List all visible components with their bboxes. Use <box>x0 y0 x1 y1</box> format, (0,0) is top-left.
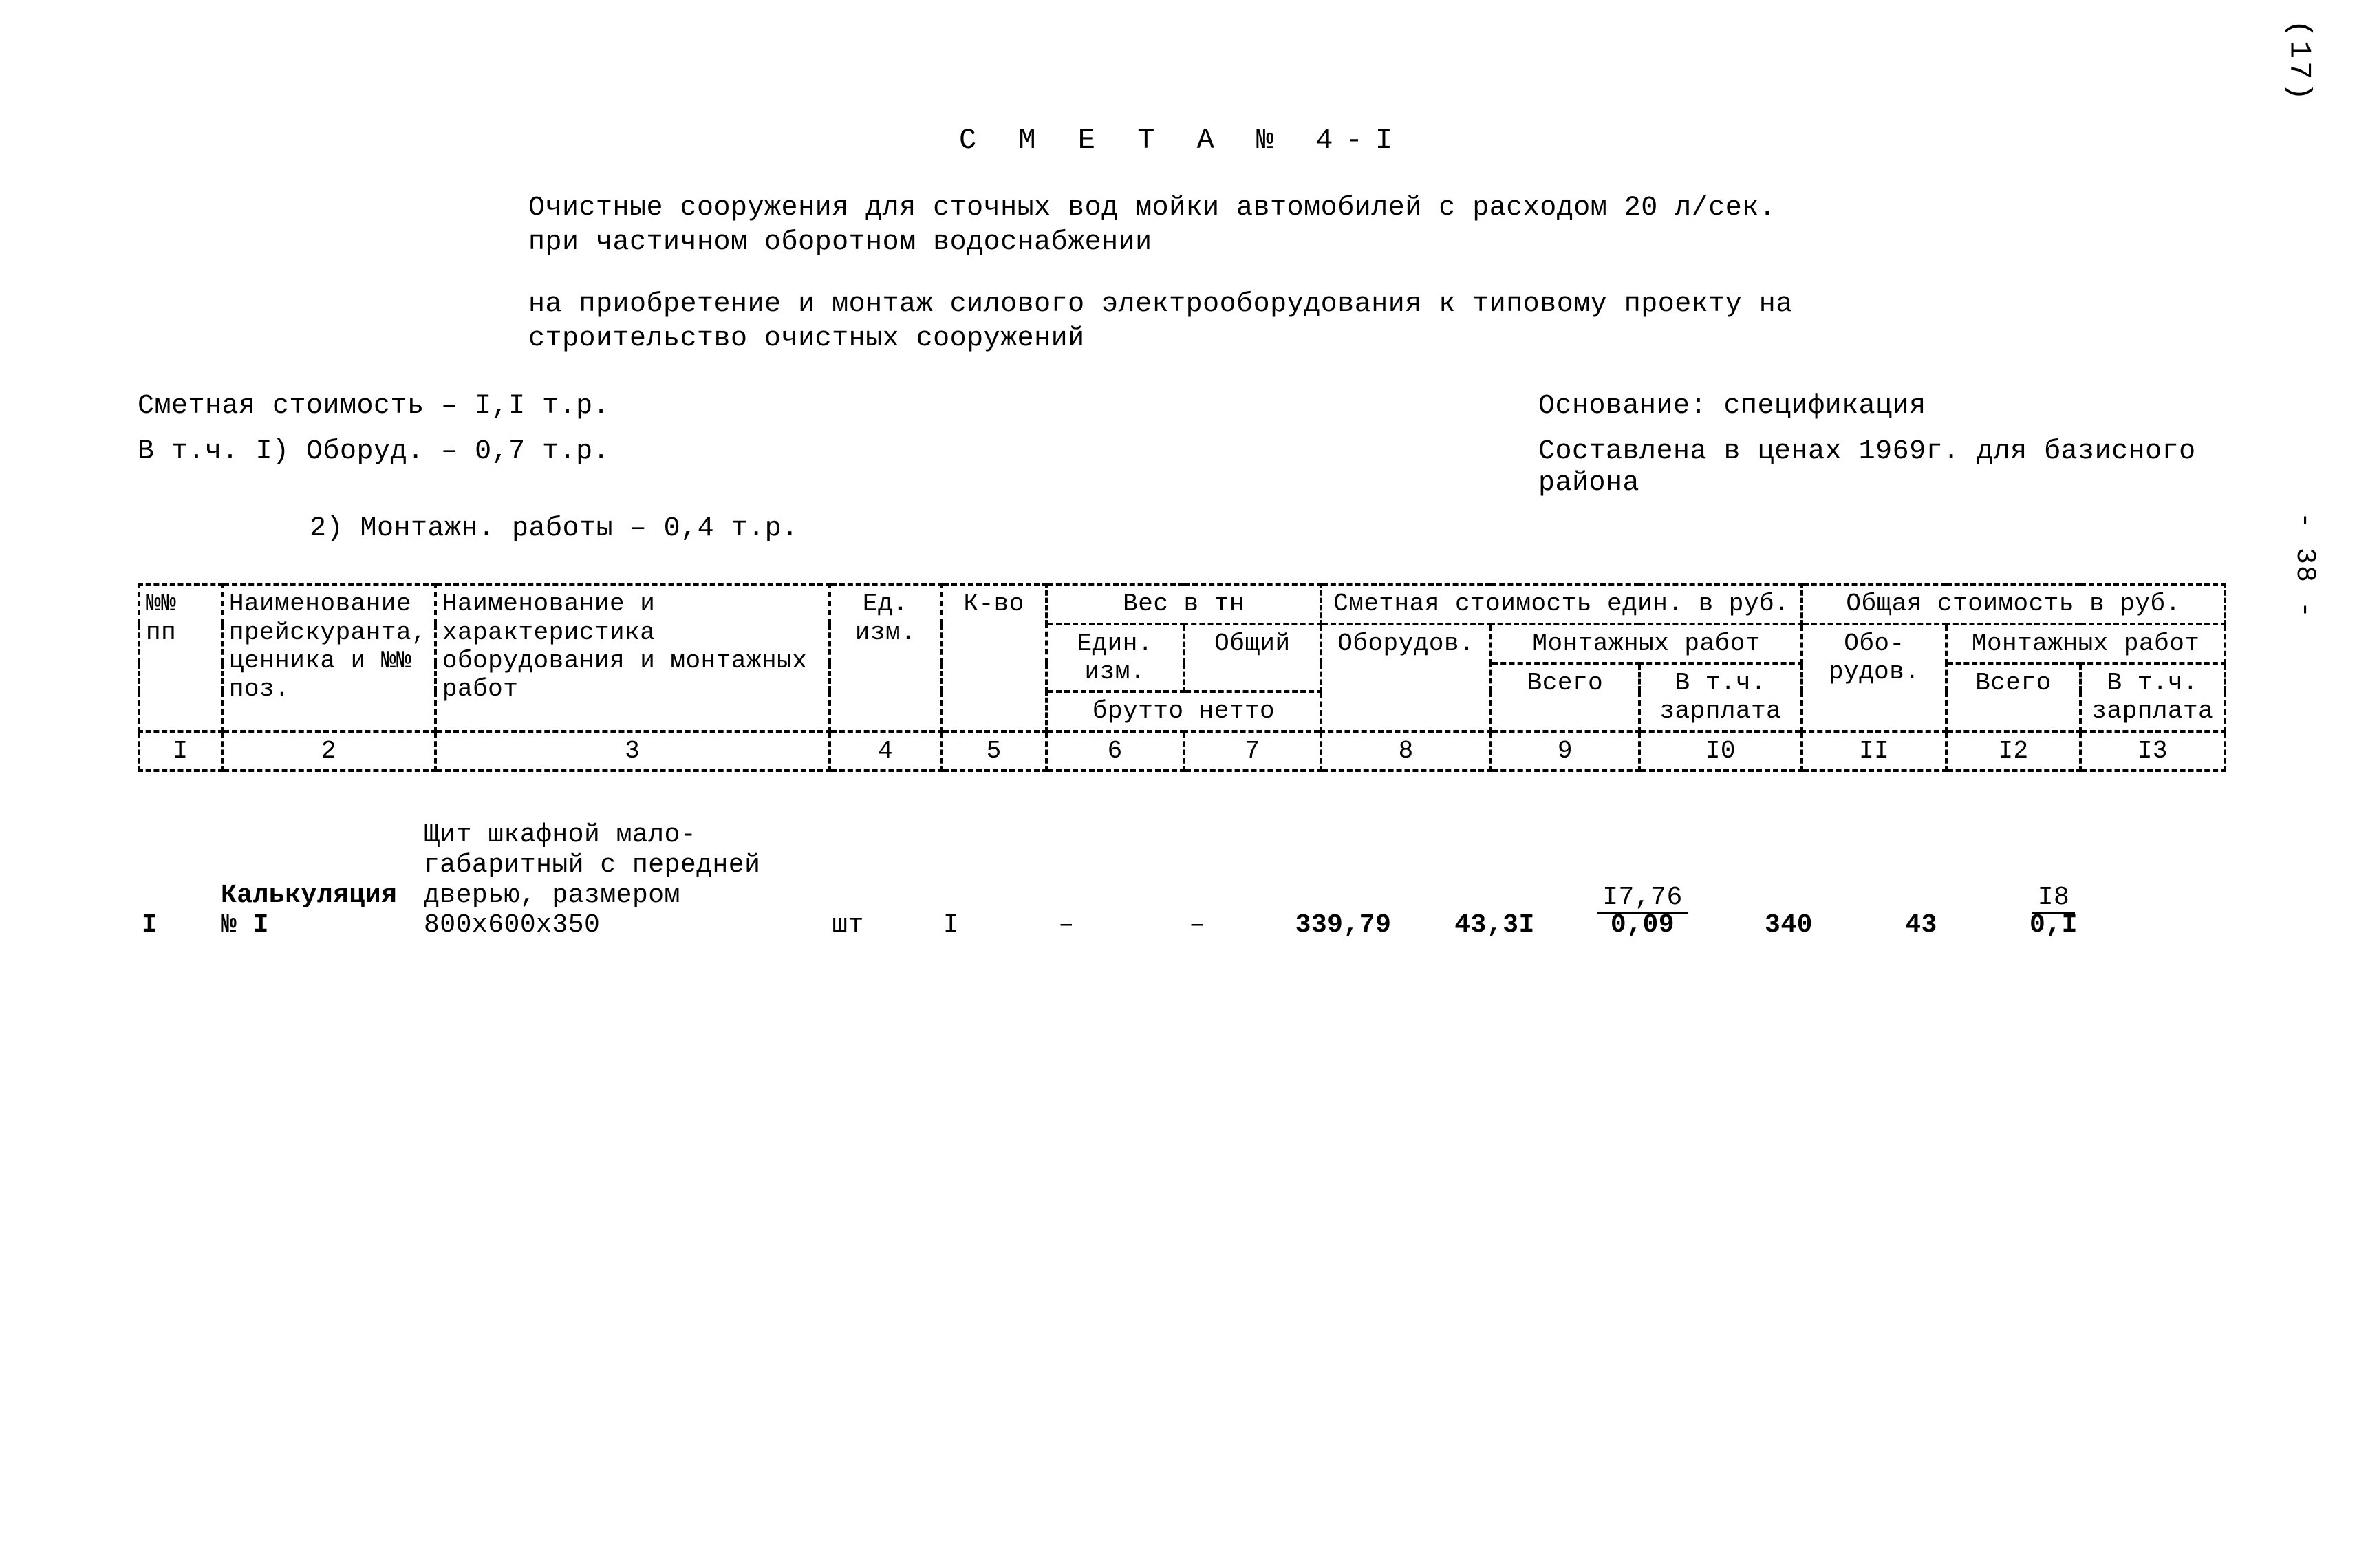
r1-pmtot: 43,3I <box>1424 910 1565 941</box>
r1-tmsal-bot: 0,I <box>2024 910 2083 940</box>
r1-pmsal-bot: 0,09 <box>1605 910 1680 940</box>
r1-pequip: 339,79 <box>1262 910 1424 941</box>
incl-2: 2) Монтажн. работы – 0,4 т.р. <box>138 513 1410 545</box>
r1-qty: I <box>901 910 1001 941</box>
page-root: 902-2-171 (17) - 38 - С М Е Т А № 4-I Оч… <box>0 0 2357 1568</box>
coln-8: 8 <box>1321 731 1491 771</box>
hdr-c1213: Монтажных ра­бот <box>1946 624 2225 663</box>
cost-line: Сметная стоимость – I,I т.р. <box>138 391 1238 422</box>
coln-9: 9 <box>1491 731 1639 771</box>
subtitle-1: Очистные сооружения для сточных вод мойк… <box>528 191 1836 260</box>
hdr-c13: В т.ч. зар­плата <box>2080 663 2225 731</box>
hdr-c12: Всего <box>1946 663 2080 731</box>
hdr-c1: №№ пп <box>139 584 222 731</box>
r1-wunit: – <box>1001 910 1132 941</box>
hdr-c67sub: брутто нетто <box>1046 691 1321 731</box>
hdr-c9: Всего <box>1491 663 1639 731</box>
table-header-wrap: №№ пп Наиме­нование прейс­куранта, ценни… <box>138 583 2226 772</box>
coln-1: I <box>139 731 222 771</box>
r1-tmsal: I8 0,I <box>1985 884 2122 941</box>
coln-7: 7 <box>1184 731 1322 771</box>
r1-ref: Кальку­ляция № I <box>217 881 420 941</box>
hdr-c7: Общий <box>1184 624 1322 692</box>
r1-num: I <box>138 910 217 941</box>
coln-13: I3 <box>2080 731 2225 771</box>
data-row-1: I Кальку­ляция № I Щит шкафной мало­габа… <box>138 820 2226 941</box>
r1-wtot: – <box>1132 910 1262 941</box>
info-row-1: Сметная стоимость – I,I т.р. Основание: … <box>138 391 2226 422</box>
r1-pmsal: I7,76 0,09 <box>1565 884 1720 941</box>
hdr-row-1: №№ пп Наиме­нование прейс­куранта, ценни… <box>139 584 2225 623</box>
coln-11: II <box>1802 731 1946 771</box>
prices-note: Составлена в ценах 1969г. для базисного … <box>1538 436 2226 500</box>
coln-5: 5 <box>942 731 1046 771</box>
r1-tequip: 340 <box>1720 910 1858 941</box>
coln-12: I2 <box>1946 731 2080 771</box>
hdr-c2: Наиме­нование прейс­куранта, ценника и №… <box>222 584 435 731</box>
hdr-c6: Един. изм. <box>1046 624 1184 692</box>
hdr-c111213top: Общая стоимость в руб. <box>1802 584 2225 623</box>
basis-line: Основание: спецификация <box>1538 391 2226 422</box>
r1-tmtot: 43 <box>1858 910 1985 941</box>
r1-unit: шт <box>795 910 901 941</box>
info-row-2: В т.ч. I) Оборуд. – 0,7 т.р. Составлена … <box>138 436 2226 500</box>
hdr-c11: Обо­рудов. <box>1802 624 1946 731</box>
hdr-c67top: Вес в тн <box>1046 584 1321 623</box>
hdr-c3: Наименование и характеристика оборудован… <box>435 584 830 731</box>
col-number-row: I 2 3 4 5 6 7 8 9 I0 II I2 I3 <box>139 731 2225 771</box>
coln-10: I0 <box>1639 731 1802 771</box>
side-page-number: - 38 - <box>2288 512 2320 619</box>
info-row-3: 2) Монтажн. работы – 0,4 т.р. <box>138 513 2226 545</box>
hdr-c4: Ед. изм. <box>830 584 942 731</box>
hdr-c910: Монтажных ра­бот <box>1491 624 1802 663</box>
coln-4: 4 <box>830 731 942 771</box>
coln-6: 6 <box>1046 731 1184 771</box>
coln-3: 3 <box>435 731 830 771</box>
title: С М Е Т А № 4-I <box>138 124 2226 157</box>
hdr-c10: В т.ч. зар­плата <box>1639 663 1802 731</box>
hdr-c8910top: Сметная стоимость един. в руб. <box>1321 584 1802 623</box>
subtitle-2: на приобретение и монтаж силового электр… <box>528 288 1836 356</box>
hdr-c5: К-во <box>942 584 1046 731</box>
header-table: №№ пп Наиме­нование прейс­куранта, ценни… <box>138 583 2226 772</box>
incl-1: В т.ч. I) Оборуд. – 0,7 т.р. <box>138 436 1238 500</box>
coln-2: 2 <box>222 731 435 771</box>
hdr-c8: Обо­рудов. <box>1321 624 1491 731</box>
r1-name: Щит шкафной мало­габаритный с пе­редней … <box>420 820 795 941</box>
doc-code-vertical: 902-2-171 (17) <box>2281 0 2316 103</box>
